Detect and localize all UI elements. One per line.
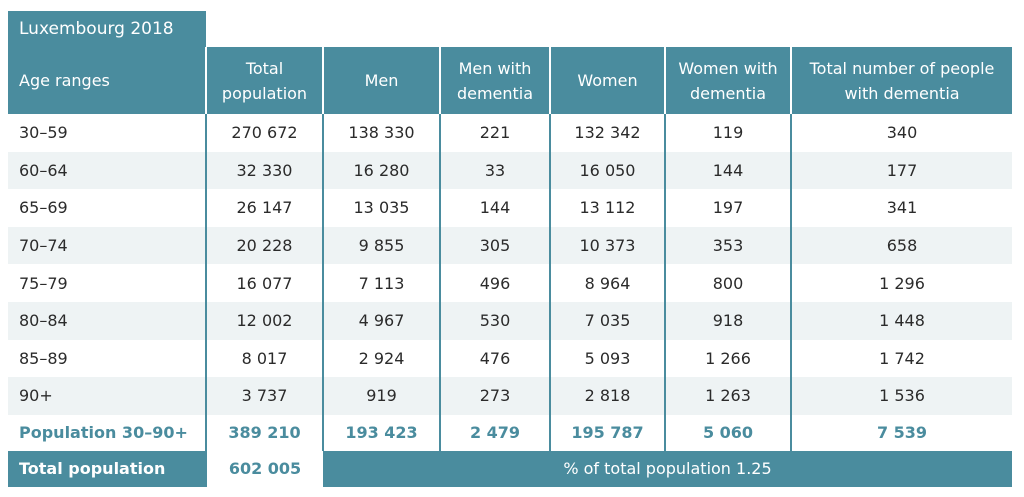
cell: 2 924 (322, 339, 440, 378)
cell: 32 330 (205, 151, 323, 190)
cell: 13 112 (549, 189, 665, 227)
dementia-table: Age ranges Total population Men Men with… (8, 47, 1012, 487)
cell-age-range: 80–84 (8, 301, 206, 340)
cell: 8 017 (205, 339, 323, 378)
cell: 119 (664, 114, 791, 152)
cell: 132 342 (549, 114, 665, 152)
col-header-women-with-dementia: Women with dementia (664, 47, 791, 114)
cell: 5 093 (549, 339, 665, 378)
summary-cell: 193 423 (322, 414, 440, 451)
cell: 12 002 (205, 301, 323, 340)
cell: 341 (790, 189, 1012, 227)
table-row: 80–84 12 002 4 967 530 7 035 918 1 448 (8, 301, 1012, 340)
cell: 340 (790, 114, 1012, 152)
cell: 530 (439, 301, 550, 340)
cell: 1 296 (790, 264, 1012, 302)
summary-cell: 389 210 (205, 414, 323, 451)
cell-age-range: 85–89 (8, 339, 206, 378)
col-header-total-with-dementia: Total number of people with dementia (790, 47, 1012, 114)
cell-age-range: 75–79 (8, 264, 206, 302)
cell-age-range: 65–69 (8, 189, 206, 227)
cell: 16 280 (322, 151, 440, 190)
table-caption: Luxembourg 2018 (8, 11, 206, 47)
cell: 13 035 (322, 189, 440, 227)
summary-cell: 7 539 (790, 414, 1012, 451)
cell: 144 (664, 151, 791, 190)
cell: 7 113 (322, 264, 440, 302)
cell: 1 742 (790, 339, 1012, 378)
cell: 3 737 (205, 377, 323, 415)
col-header-total-population: Total population (205, 47, 323, 114)
table-row: 60–64 32 330 16 280 33 16 050 144 177 (8, 151, 1012, 190)
cell: 177 (790, 151, 1012, 190)
cell-age-range: 30–59 (8, 114, 206, 152)
cell: 1 263 (664, 377, 791, 415)
cell-age-range: 90+ (8, 377, 206, 415)
percent-of-total-population: % of total population 1.25 (323, 450, 1012, 487)
cell: 20 228 (205, 226, 323, 265)
cell: 138 330 (322, 114, 440, 152)
table-row: 90+ 3 737 919 273 2 818 1 263 1 536 (8, 377, 1012, 415)
summary-cell: 5 060 (664, 414, 791, 451)
cell: 16 077 (205, 264, 323, 302)
col-header-age-ranges: Age ranges (8, 47, 206, 114)
cell: 353 (664, 226, 791, 265)
cell: 273 (439, 377, 550, 415)
cell: 221 (439, 114, 550, 152)
cell: 4 967 (322, 301, 440, 340)
cell: 7 035 (549, 301, 665, 340)
table-row: 65–69 26 147 13 035 144 13 112 197 341 (8, 189, 1012, 227)
cell: 476 (439, 339, 550, 378)
summary-row: Population 30–90+ 389 210 193 423 2 479 … (8, 414, 1012, 451)
cell: 919 (322, 377, 440, 415)
cell: 26 147 (205, 189, 323, 227)
table-row: 70–74 20 228 9 855 305 10 373 353 658 (8, 226, 1012, 265)
cell: 918 (664, 301, 791, 340)
cell-age-range: 70–74 (8, 226, 206, 265)
cell: 2 818 (549, 377, 665, 415)
cell: 10 373 (549, 226, 665, 265)
cell: 1 266 (664, 339, 791, 378)
col-header-men: Men (322, 47, 440, 114)
cell: 270 672 (205, 114, 323, 152)
cell: 1 536 (790, 377, 1012, 415)
cell: 144 (439, 189, 550, 227)
cell-age-range: 60–64 (8, 151, 206, 190)
cell: 658 (790, 226, 1012, 265)
summary-cell: 2 479 (439, 414, 550, 451)
header-row: Age ranges Total population Men Men with… (8, 47, 1012, 114)
cell: 1 448 (790, 301, 1012, 340)
total-row: Total population 602 005 % of total popu… (8, 450, 1012, 487)
cell: 8 964 (549, 264, 665, 302)
table-row: 85–89 8 017 2 924 476 5 093 1 266 1 742 (8, 339, 1012, 378)
cell: 197 (664, 189, 791, 227)
cell: 496 (439, 264, 550, 302)
cell: 9 855 (322, 226, 440, 265)
cell: 800 (664, 264, 791, 302)
table-row: 30–59 270 672 138 330 221 132 342 119 34… (8, 114, 1012, 152)
summary-cell: 195 787 (549, 414, 665, 451)
cell: 16 050 (549, 151, 665, 190)
col-header-men-with-dementia: Men with dementia (439, 47, 550, 114)
cell: 305 (439, 226, 550, 265)
col-header-women: Women (549, 47, 665, 114)
total-population-label: Total population (8, 450, 206, 487)
summary-label: Population 30–90+ (8, 414, 206, 451)
total-population-value: 602 005 (205, 450, 323, 487)
table-row: 75–79 16 077 7 113 496 8 964 800 1 296 (8, 264, 1012, 302)
cell: 33 (439, 151, 550, 190)
